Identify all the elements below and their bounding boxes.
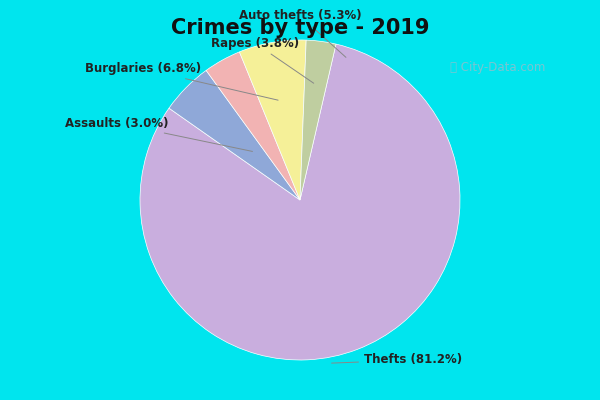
Wedge shape: [169, 70, 300, 200]
Text: Assaults (3.0%): Assaults (3.0%): [65, 117, 253, 152]
Wedge shape: [239, 40, 306, 200]
Text: Rapes (3.8%): Rapes (3.8%): [211, 37, 314, 83]
Wedge shape: [206, 52, 300, 200]
Text: Auto thefts (5.3%): Auto thefts (5.3%): [239, 10, 361, 57]
Wedge shape: [300, 40, 336, 200]
Text: ⓘ City-Data.com: ⓘ City-Data.com: [451, 62, 545, 74]
Text: Burglaries (6.8%): Burglaries (6.8%): [85, 62, 278, 100]
Wedge shape: [140, 44, 460, 360]
Text: Thefts (81.2%): Thefts (81.2%): [332, 354, 462, 366]
Text: Crimes by type - 2019: Crimes by type - 2019: [171, 18, 429, 38]
